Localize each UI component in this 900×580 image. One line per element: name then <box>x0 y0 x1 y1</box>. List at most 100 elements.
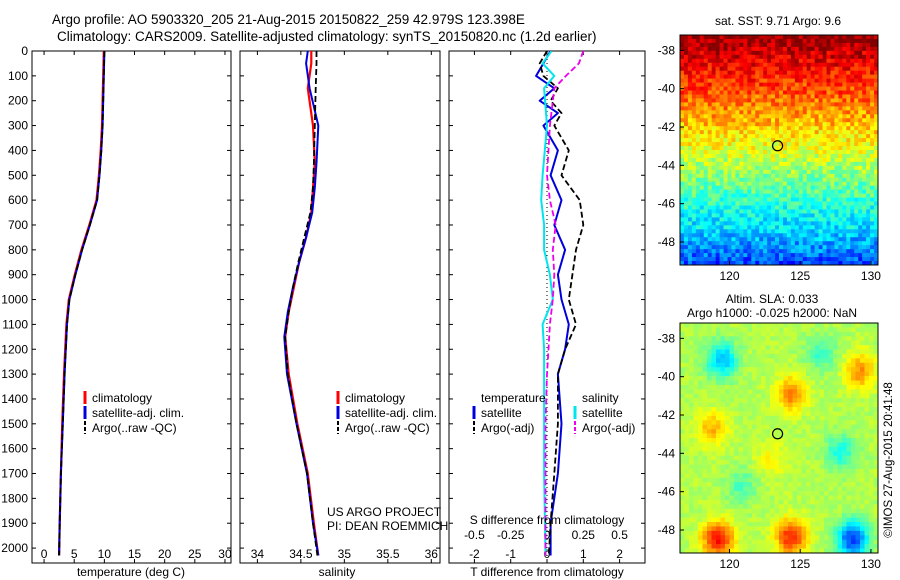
heatmap-cell <box>731 261 736 266</box>
heatmap-cell <box>850 134 855 139</box>
heatmap-cell <box>860 402 865 408</box>
heatmap-cell <box>723 50 728 56</box>
heatmap-cell <box>759 110 764 115</box>
heatmap-cell <box>767 241 772 246</box>
heatmap-cell <box>771 114 776 119</box>
heatmap-cell <box>830 102 835 107</box>
heatmap-cell <box>786 237 792 242</box>
heatmap-cell <box>680 477 685 483</box>
heatmap-cell <box>735 201 740 206</box>
heatmap-cell <box>720 389 726 395</box>
heatmap-cell <box>858 257 863 262</box>
heatmap-cell <box>747 460 753 465</box>
heatmap-cell <box>860 420 865 426</box>
heatmap-cell <box>850 213 855 218</box>
heatmap-cell <box>684 491 690 496</box>
heatmap-cell <box>743 384 748 390</box>
heatmap-cell <box>873 393 879 399</box>
heatmap-cell <box>727 233 732 238</box>
heatmap-cell <box>810 460 816 465</box>
heatmap-cell <box>727 74 732 79</box>
heatmap-cell <box>716 367 721 372</box>
heatmap-cell <box>711 38 716 44</box>
heatmap-cell <box>751 189 756 194</box>
heatmap-cell <box>846 353 852 359</box>
heatmap-cell <box>747 323 753 328</box>
heatmap-cell <box>687 38 693 44</box>
heatmap-cell <box>765 367 771 372</box>
heatmap-cell <box>864 345 870 350</box>
heatmap-cell <box>691 70 697 75</box>
sla-map-panel: Altim. SLA: 0.033 Argo h1000: -0.025 h20… <box>658 292 895 571</box>
heatmap-cell <box>752 323 757 328</box>
heatmap-cell <box>824 438 829 443</box>
heatmap-cell <box>851 438 856 443</box>
heatmap-cell <box>738 495 744 501</box>
heatmap-cell <box>850 225 855 230</box>
heatmap-cell <box>774 398 780 403</box>
salinity-x-axis: 34 34.5 35 35.5 36 <box>251 51 438 563</box>
heatmap-cell <box>725 349 730 355</box>
heatmap-cell <box>858 54 863 60</box>
heatmap-cell <box>792 415 798 421</box>
heatmap-cell <box>826 205 831 210</box>
heatmap-cell <box>850 86 855 91</box>
heatmap-cell <box>790 193 796 198</box>
heatmap-cell <box>683 161 689 167</box>
heatmap-cell <box>765 349 771 355</box>
heatmap-cell <box>689 407 694 412</box>
heatmap-cell <box>761 486 766 492</box>
heatmap-cell <box>842 245 847 250</box>
heatmap-cell <box>683 177 689 183</box>
heatmap-cell <box>819 442 825 448</box>
heatmap-cell <box>747 491 753 496</box>
difference-legend-temperature: temperature satellite Argo(-adj) <box>472 391 546 435</box>
heatmap-cell <box>711 90 716 95</box>
heatmap-cell <box>873 323 879 328</box>
heatmap-cell <box>699 110 705 115</box>
heatmap-cell <box>680 415 685 421</box>
heatmap-cell <box>818 157 823 163</box>
heatmap-cell <box>756 362 762 368</box>
heatmap-cell <box>824 499 829 505</box>
heatmap-cell <box>833 464 838 470</box>
heatmap-cell <box>743 54 748 60</box>
heatmap-cell <box>850 169 855 175</box>
heatmap-cell <box>702 393 708 399</box>
heatmap-cell <box>874 173 879 179</box>
heatmap-cell <box>719 62 724 68</box>
heatmap-cell <box>850 126 855 131</box>
heatmap-cell <box>734 407 739 412</box>
heatmap-cell <box>826 82 831 87</box>
heatmap-cell <box>755 189 760 194</box>
heatmap-cell <box>870 173 875 179</box>
heatmap-cell <box>731 181 736 186</box>
heatmap-cell <box>854 66 859 71</box>
heatmap-cell <box>711 473 717 479</box>
heatmap-cell <box>695 185 701 190</box>
depth-tick-label: 600 <box>8 193 28 207</box>
heatmap-cell <box>779 90 784 95</box>
heatmap-cell <box>826 58 831 64</box>
heatmap-cell <box>869 442 874 448</box>
heatmap-cell <box>767 98 772 103</box>
heatmap-cell <box>842 66 847 71</box>
heatmap-cell <box>798 46 804 52</box>
heatmap-cell <box>802 82 808 87</box>
heatmap-cell <box>798 130 804 135</box>
depth-tick-label: 900 <box>8 268 28 282</box>
heatmap-cell <box>810 189 815 194</box>
heatmap-cell <box>779 98 784 103</box>
heatmap-cell <box>751 146 756 151</box>
heatmap-cell <box>684 420 690 426</box>
heatmap-cell <box>699 114 705 119</box>
heatmap-cell <box>680 70 685 75</box>
heatmap-cell <box>802 161 808 167</box>
heatmap-cell <box>739 177 744 183</box>
heatmap-cell <box>751 205 756 210</box>
heatmap-cell <box>693 323 699 328</box>
heatmap-cell <box>775 102 780 107</box>
heatmap-cell <box>801 477 807 483</box>
heatmap-cell <box>687 114 693 119</box>
heatmap-cell <box>850 66 855 71</box>
